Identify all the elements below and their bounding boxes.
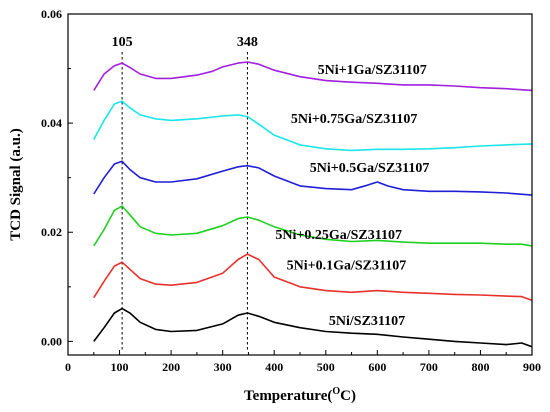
series-label-2: 5Ni+0.25Ga/SZ31107	[275, 228, 402, 243]
x-tick-label: 900	[523, 360, 541, 374]
x-tick-label: 400	[265, 360, 283, 374]
peak-annotations: 105 348	[112, 35, 258, 350]
x-tick-label: 800	[471, 360, 489, 374]
x-tick-label: 600	[368, 360, 386, 374]
series-line-3	[93, 160, 533, 196]
series-lines	[93, 61, 533, 348]
series-line-1	[93, 253, 533, 302]
x-axis-title-paren: (	[327, 388, 332, 404]
x-axis-title-degree: O	[332, 386, 340, 397]
series-line-0	[93, 307, 533, 348]
peak-105-label: 105	[112, 35, 133, 50]
x-axis-title-text: Temperature	[244, 388, 328, 404]
series-label-4: 5Ni+0.75Ga/SZ31107	[291, 112, 418, 127]
series-label-3: 5Ni+0.5Ga/SZ31107	[310, 161, 430, 176]
x-axis-ticks: 0 100 200 300 400 500 600 700 800 900	[65, 350, 541, 374]
series-label-0: 5Ni/SZ31107	[329, 314, 405, 329]
series-label-1: 5Ni+0.1Ga/SZ31107	[287, 258, 407, 273]
series-line-4	[93, 100, 533, 152]
y-axis-title: TCD Signal (a.u.)	[8, 128, 24, 241]
series-line-5	[93, 61, 533, 92]
x-axis-title-unit: C)	[340, 388, 356, 404]
x-tick-label: 700	[420, 360, 438, 374]
plot-frame	[67, 13, 533, 356]
y-tick-label: 0.02	[41, 225, 62, 239]
peak-348-label: 348	[237, 35, 258, 50]
x-tick-label: 300	[214, 360, 232, 374]
series-labels: 5Ni/SZ31107 5Ni+0.1Ga/SZ31107 5Ni+0.25Ga/S…	[275, 63, 429, 329]
y-axis-ticks: 0.00 0.02 0.04 0.06	[41, 7, 73, 348]
y-tick-label: 0.00	[41, 334, 62, 348]
series-label-5: 5Ni+1Ga/SZ31107	[318, 63, 427, 78]
y-tick-label: 0.04	[41, 116, 62, 130]
x-axis-title: Temperature(OC)	[244, 386, 356, 404]
x-tick-label: 500	[317, 360, 335, 374]
x-tick-label: 200	[162, 360, 180, 374]
series-line-2	[93, 205, 533, 247]
y-tick-label: 0.06	[41, 7, 62, 21]
x-tick-label: 100	[111, 360, 129, 374]
x-tick-label: 0	[65, 360, 71, 374]
